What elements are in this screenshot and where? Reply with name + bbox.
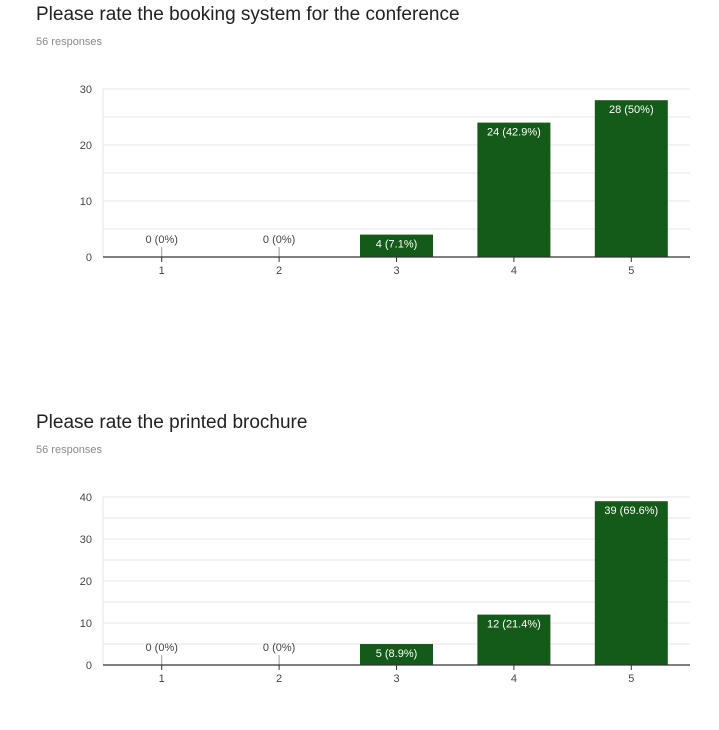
- x-tick-label: 2: [276, 265, 282, 277]
- y-tick-label: 30: [80, 534, 92, 546]
- response-count: 56 responses: [36, 444, 103, 456]
- chart-title: Please rate the booking system for the c…: [36, 4, 460, 25]
- y-tick-label: 10: [80, 196, 92, 208]
- x-tick-label: 1: [159, 673, 165, 685]
- bar: [594, 501, 668, 665]
- data-label: 0 (0%): [263, 234, 295, 246]
- x-tick-label: 3: [393, 265, 399, 277]
- data-label: 4 (7.1%): [376, 239, 418, 251]
- chart-title: Please rate the printed brochure: [36, 412, 308, 433]
- x-tick-label: 2: [276, 673, 282, 685]
- bar: [360, 234, 433, 257]
- data-label: 28 (50%): [609, 104, 654, 116]
- bar-chart-brochure: 0 10 20 30 40 0 (0%) 1 0 (0%) 2 5 (8.9%) 3 12 (21.4…: [80, 492, 690, 685]
- y-tick-label: 0: [86, 660, 92, 672]
- bar: [594, 100, 668, 257]
- data-label: 0 (0%): [145, 642, 177, 654]
- data-label: 0 (0%): [263, 642, 295, 654]
- data-label: 24 (42.9%): [487, 127, 541, 139]
- bar: [360, 644, 433, 665]
- y-tick-label: 20: [80, 140, 92, 152]
- data-label: 12 (21.4%): [487, 619, 541, 631]
- bar-chart-booking: 0 10 20 30 0 (0%) 1 0 (0%) 2 4 (7.1%) 3 24 (42.9%)…: [80, 84, 690, 277]
- y-tick-label: 0: [86, 252, 92, 264]
- data-label: 0 (0%): [145, 234, 177, 246]
- bar: [477, 614, 551, 665]
- x-tick-label: 4: [511, 265, 517, 277]
- y-tick-label: 20: [80, 576, 92, 588]
- x-tick-label: 5: [628, 265, 634, 277]
- x-tick-label: 3: [393, 673, 399, 685]
- x-tick-label: 4: [511, 673, 517, 685]
- y-tick-label: 40: [80, 492, 92, 504]
- x-tick-label: 1: [159, 265, 165, 277]
- data-label: 5 (8.9%): [376, 648, 418, 660]
- y-tick-label: 30: [80, 84, 92, 96]
- y-tick-label: 10: [80, 618, 92, 630]
- response-count: 56 responses: [36, 36, 103, 48]
- bar: [477, 122, 551, 257]
- x-tick-label: 5: [628, 673, 634, 685]
- data-label: 39 (69.6%): [604, 505, 658, 517]
